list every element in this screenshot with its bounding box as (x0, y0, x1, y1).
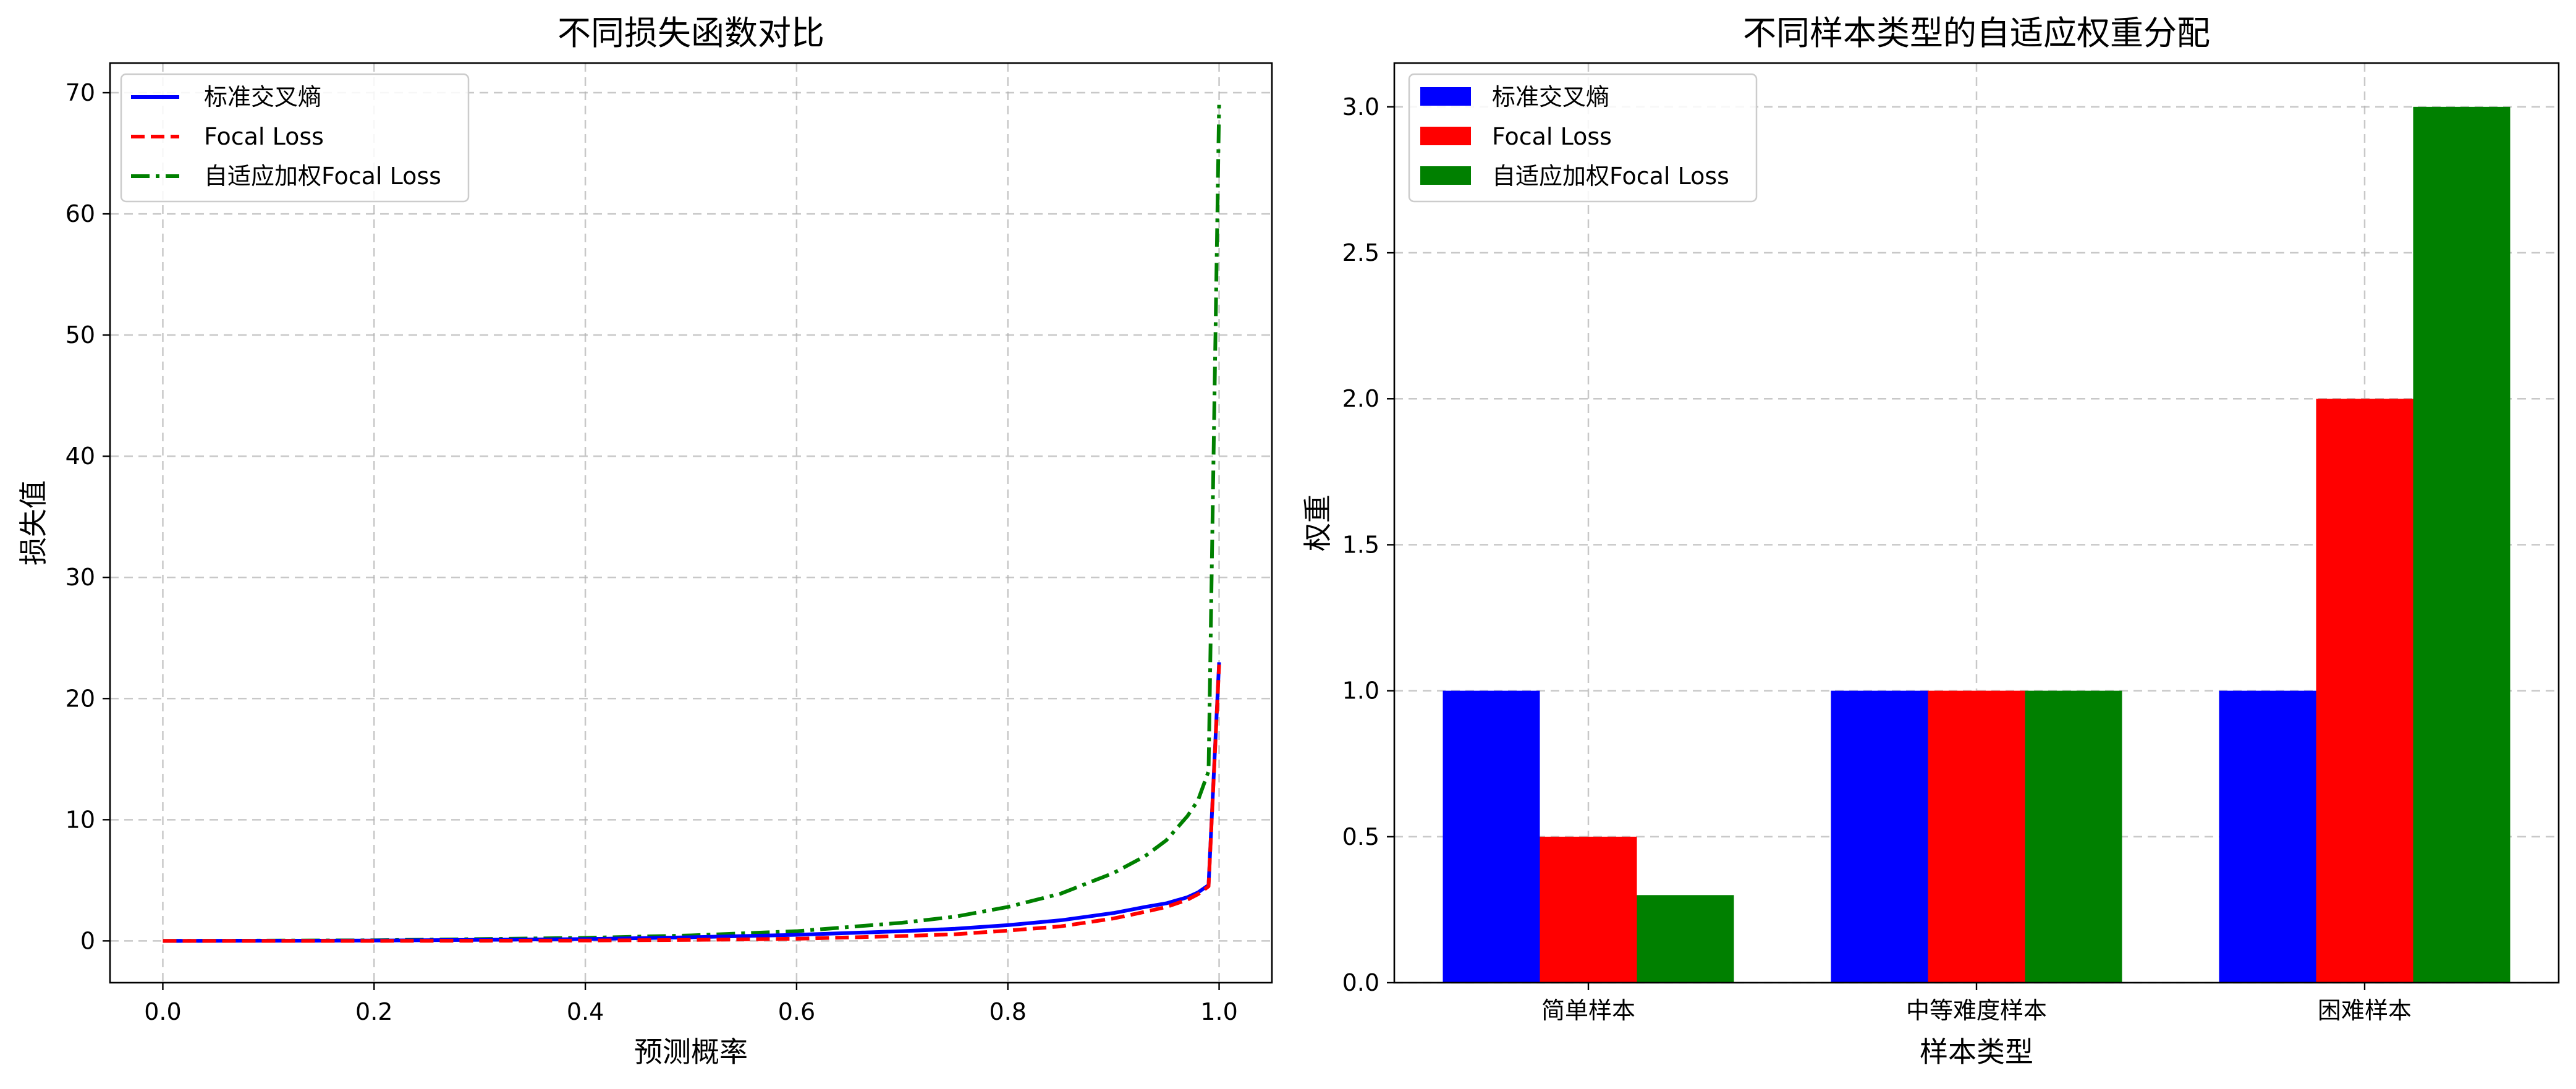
bar-adaptive-focal (2025, 690, 2122, 983)
x-tick-label: 0.4 (567, 998, 604, 1025)
series-lines (163, 104, 1221, 943)
bar-standard-ce (1443, 690, 1540, 983)
bar-focal-loss (1928, 690, 2025, 983)
bar-adaptive-focal (1637, 895, 1734, 983)
grid (110, 63, 1272, 983)
y-tick-label: 2.0 (1342, 385, 1379, 412)
legend: 标准交叉熵 Focal Loss 自适应加权Focal Loss (120, 73, 470, 203)
x-tick-label: 0.2 (355, 998, 392, 1025)
bar-standard-ce (2219, 690, 2316, 983)
bar-focal-loss (1540, 836, 1637, 983)
series-line-adaptive-focal (163, 104, 1221, 943)
y-axis-label: 权重 (1301, 494, 1334, 551)
bar-focal-loss (2316, 399, 2413, 983)
chart-title: 不同样本类型的自适应权重分配 (1743, 14, 2210, 53)
plot-frame (109, 62, 1273, 984)
x-tick-label: 困难样本 (2318, 997, 2412, 1024)
axis-ticks: 0.0 0.2 0.4 0.6 0.8 1.0 0 10 20 30 40 50 60 70 (66, 79, 1238, 1025)
x-axis-label: 样本类型 (1920, 1035, 2033, 1069)
series-line-focal-loss (163, 664, 1221, 943)
adaptive-weight-chart: 不同样本类型的自适应权重分配 0.0 0.5 1.0 1.5 2.0 2.5 3.0 简单样本… (1301, 14, 2560, 1069)
x-tick-label: 0.6 (778, 998, 815, 1025)
legend-label: 自适应加权Focal Loss (1492, 163, 1729, 190)
bar-standard-ce (1831, 690, 1928, 983)
legend-box (120, 73, 470, 203)
y-tick-label: 70 (66, 79, 95, 106)
legend-label: Focal Loss (204, 123, 324, 150)
legend-label: 自适应加权Focal Loss (204, 163, 441, 190)
legend-box (1408, 73, 1758, 203)
y-tick-label: 60 (66, 200, 95, 227)
legend-swatch-adaptive-focal (1420, 166, 1471, 185)
series-line-standard-ce (163, 662, 1221, 943)
y-tick-label: 2.5 (1342, 239, 1379, 266)
y-tick-label: 0.5 (1342, 823, 1379, 850)
x-tick-label: 简单样本 (1541, 997, 1635, 1024)
y-tick-label: 0 (80, 927, 95, 954)
legend-swatch-standard-ce (1420, 87, 1471, 106)
y-tick-label: 0.0 (1342, 969, 1379, 996)
y-tick-label: 20 (66, 685, 95, 712)
y-tick-label: 10 (66, 806, 95, 833)
legend-label: 标准交叉熵 (1492, 83, 1609, 111)
y-tick-label: 30 (66, 564, 95, 591)
y-tick-label: 40 (66, 443, 95, 470)
y-tick-label: 1.5 (1342, 531, 1379, 558)
legend-label: Focal Loss (1492, 123, 1612, 150)
legend-label: 标准交叉熵 (204, 83, 321, 111)
x-tick-label: 0.0 (144, 998, 181, 1025)
x-tick-label: 0.8 (989, 998, 1027, 1025)
loss-comparison-chart: 不同损失函数对比 0.0 0.2 0.4 0.6 0.8 1.0 0 10 20 30 40 50 60… (17, 14, 1273, 1069)
chart-title: 不同损失函数对比 (557, 14, 824, 53)
x-axis-label: 预测概率 (634, 1035, 748, 1069)
x-tick-label: 中等难度样本 (1906, 997, 2047, 1024)
legend-swatch-focal-loss (1420, 127, 1471, 145)
bars (1443, 106, 2510, 983)
axis-ticks: 0.0 0.5 1.0 1.5 2.0 2.5 3.0 简单样本 中等难度样本 困难样本 (1342, 93, 2412, 1024)
x-tick-label: 1.0 (1200, 998, 1237, 1025)
bar-adaptive-focal (2413, 106, 2510, 983)
y-tick-label: 1.0 (1342, 677, 1379, 705)
y-tick-label: 50 (66, 321, 95, 349)
y-tick-label: 3.0 (1342, 93, 1379, 121)
legend: 标准交叉熵 Focal Loss 自适应加权Focal Loss (1408, 73, 1758, 203)
y-axis-label: 损失值 (17, 480, 50, 566)
